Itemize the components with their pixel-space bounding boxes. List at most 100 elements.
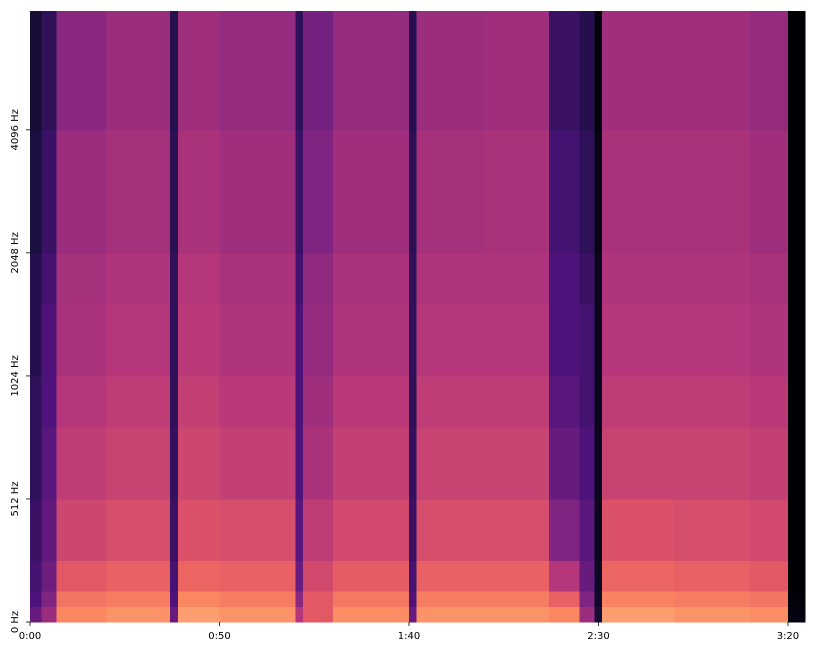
spectrogram-cell [302, 303, 334, 377]
spectrogram-cell [170, 606, 179, 623]
spectrogram-cell [594, 426, 603, 500]
spectrogram-cell [295, 11, 304, 131]
spectrogram-cell [484, 560, 550, 592]
spectrogram-cell [484, 375, 550, 428]
spectrogram-cell [105, 426, 171, 500]
x-tick-label: 2:30 [587, 631, 609, 642]
spectrogram-cell [333, 606, 410, 623]
spectrogram-cell [416, 252, 486, 305]
spectrogram-cell [105, 303, 171, 377]
spectrogram-cell [302, 375, 334, 428]
spectrogram-cell [219, 591, 296, 608]
spectrogram-cell [56, 303, 107, 377]
spectrogram-cell [302, 252, 334, 305]
spectrogram-cell [674, 591, 751, 608]
spectrogram-cell [750, 426, 789, 500]
spectrogram-cell [787, 303, 806, 377]
spectrogram-cell [177, 129, 220, 254]
spectrogram-cell [674, 11, 751, 131]
spectrogram-cell [105, 252, 171, 305]
spectrogram-cell [602, 498, 675, 561]
spectrogram-cell [602, 375, 675, 428]
spectrogram-cell [484, 498, 550, 561]
spectrogram-cell [219, 375, 296, 428]
spectrogram-cell [177, 303, 220, 377]
spectrogram-cell [602, 560, 675, 592]
spectrogram-cell [484, 606, 550, 623]
y-tick-label: 1024 Hz [10, 355, 21, 396]
spectrogram-cell [594, 606, 603, 623]
spectrogram-cell [41, 560, 58, 592]
spectrogram-cell [170, 129, 179, 254]
spectrogram-cell [302, 560, 334, 592]
spectrogram-cell [295, 303, 304, 377]
spectrogram-cell [177, 591, 220, 608]
spectrogram-cell [219, 129, 296, 254]
spectrogram-cell [674, 498, 751, 561]
spectrogram-cell [787, 129, 806, 254]
spectrogram-cell [30, 606, 42, 623]
spectrogram-cell [56, 252, 107, 305]
spectrogram-cell [170, 591, 179, 608]
spectrogram-cell [41, 303, 58, 377]
spectrogram-cell [333, 11, 410, 131]
spectrogram-cell [674, 606, 751, 623]
spectrogram-cell [105, 591, 171, 608]
spectrogram-cell [579, 252, 596, 305]
spectrogram-cell [416, 375, 486, 428]
spectrogram-cell [219, 498, 296, 561]
spectrogram-cell [219, 606, 296, 623]
spectrogram-cell [674, 303, 751, 377]
spectrogram-cell [674, 252, 751, 305]
spectrogram-cell [177, 498, 220, 561]
x-tick-label: 0:00 [19, 631, 41, 642]
spectrogram-cell [416, 303, 486, 377]
spectrogram-cell [594, 11, 603, 131]
spectrogram-cell [579, 426, 596, 500]
spectrogram-cell [674, 560, 751, 592]
spectrogram-cell [295, 129, 304, 254]
spectrogram-cell [30, 252, 42, 305]
spectrogram-cell [105, 11, 171, 131]
spectrogram-cell [408, 591, 418, 608]
spectrogram-cell [579, 560, 596, 592]
spectrogram-cell [295, 252, 304, 305]
spectrogram-cell [302, 426, 334, 500]
spectrogram-cell [56, 498, 107, 561]
spectrogram-cell [674, 426, 751, 500]
spectrogram-cell [56, 11, 107, 131]
spectrogram-cell [170, 375, 179, 428]
spectrogram-cell [787, 426, 806, 500]
spectrogram-cell [219, 560, 296, 592]
spectrogram-cell [594, 375, 603, 428]
spectrogram-cell [602, 252, 675, 305]
x-tick-label: 1:40 [398, 631, 420, 642]
spectrogram-cell [41, 591, 58, 608]
spectrogram-cell [579, 303, 596, 377]
spectrogram-cell [170, 426, 179, 500]
spectrogram-cell [295, 591, 304, 608]
spectrogram-cell [177, 426, 220, 500]
spectrogram-cell [549, 252, 581, 305]
spectrogram-cell [674, 375, 751, 428]
spectrogram-cell [333, 375, 410, 428]
spectrogram-cell [30, 375, 42, 428]
spectrogram-cell [177, 606, 220, 623]
spectrogram-cell [30, 591, 42, 608]
spectrogram-cell [41, 498, 58, 561]
spectrogram-cell [484, 11, 550, 131]
spectrogram-cell [56, 560, 107, 592]
spectrogram-cell [484, 129, 550, 254]
spectrogram-cell [484, 591, 550, 608]
spectrogram-cell [408, 498, 418, 561]
y-tick-label: 0 Hz [10, 611, 21, 633]
spectrogram-cell [302, 11, 334, 131]
spectrogram-cell [416, 129, 486, 254]
spectrogram-cell [549, 426, 581, 500]
spectrogram-cell [170, 303, 179, 377]
spectrogram-cell [408, 606, 418, 623]
spectrogram-cell [416, 11, 486, 131]
spectrogram-cell [30, 11, 42, 131]
spectrogram-cell [56, 591, 107, 608]
spectrogram-cell [674, 129, 751, 254]
